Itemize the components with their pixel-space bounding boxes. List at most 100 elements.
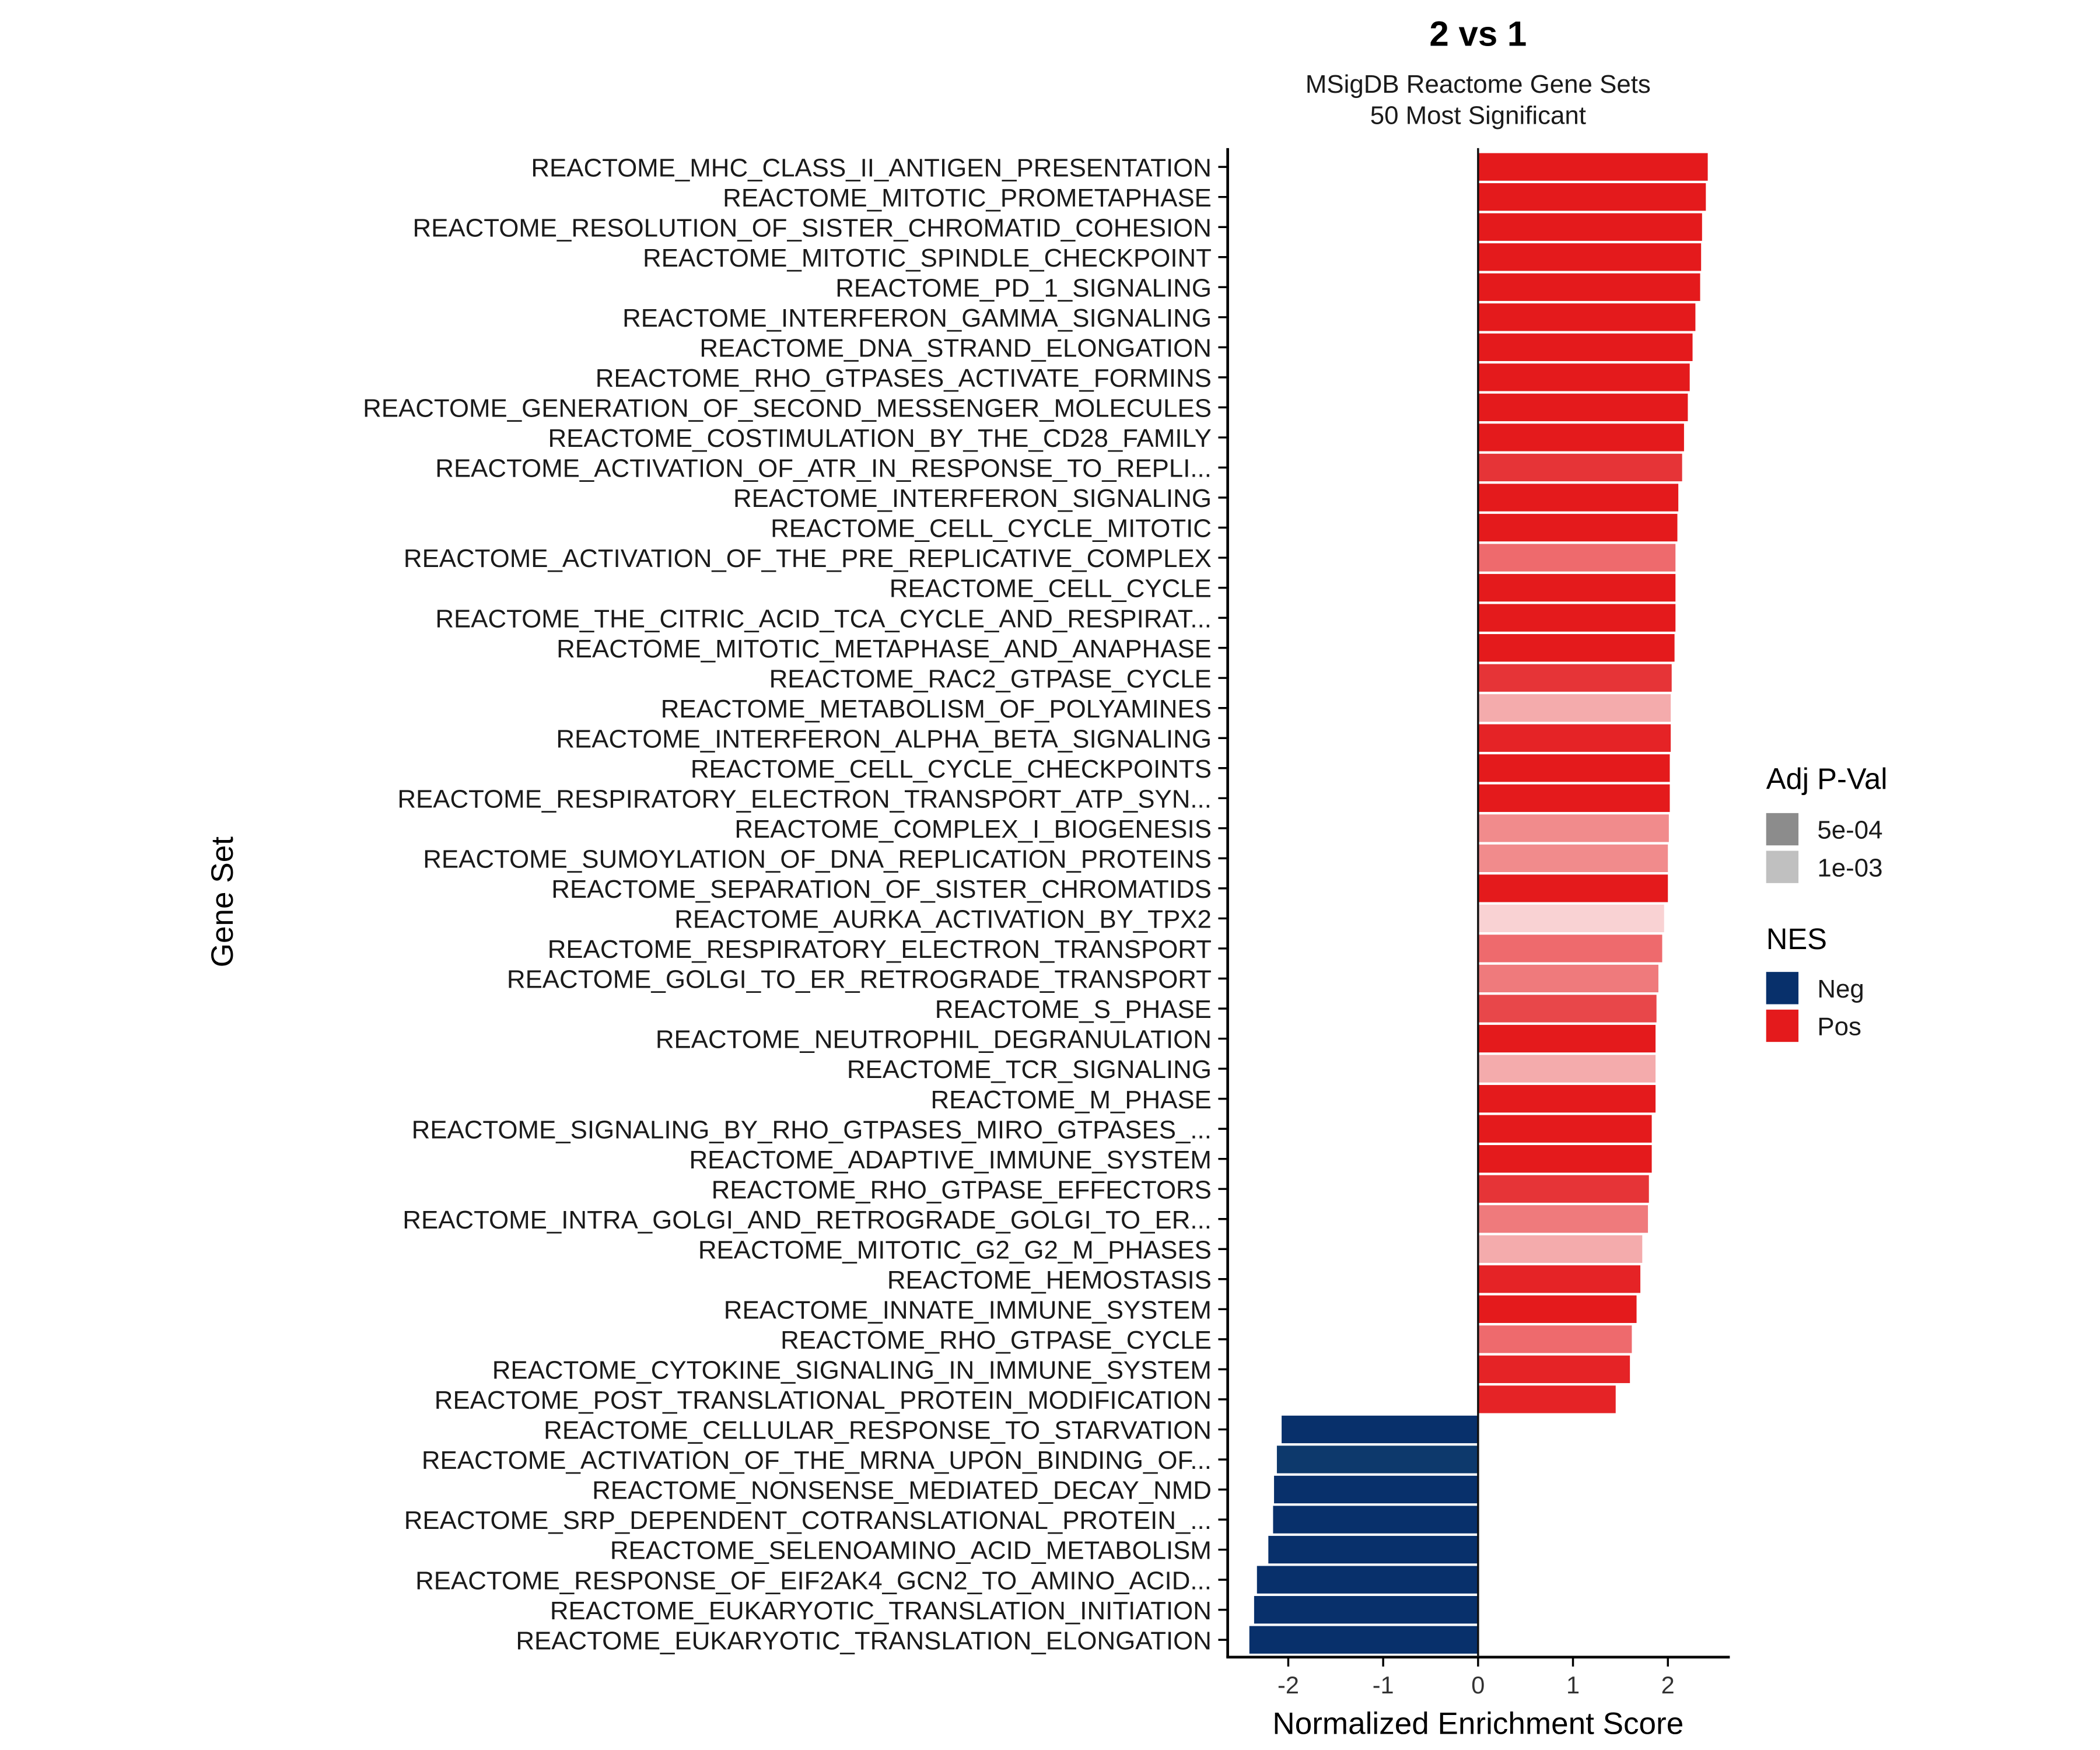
bar [1478,153,1708,181]
y-tick-label: REACTOME_AURKA_ACTIVATION_BY_TPX2 [674,905,1212,934]
y-tick-label: REACTOME_CELL_CYCLE_MITOTIC [771,514,1212,543]
y-tick-label: REACTOME_SEPARATION_OF_SISTER_CHROMATIDS [551,875,1212,904]
bar [1478,1235,1643,1263]
bar [1478,1024,1656,1053]
bar [1478,1325,1632,1353]
x-axis: -2 -1 0 1 2 [1278,1657,1675,1699]
y-axis-label: Gene Set [205,836,240,967]
bar [1276,1446,1478,1474]
bar [1274,1475,1478,1504]
y-tick-label: REACTOME_INTRA_GOLGI_AND_RETROGRADE_GOLG… [402,1206,1212,1234]
chart-subtitle-line-2: 50 Most Significant [1370,101,1586,130]
y-tick-label: REACTOME_RAC2_GTPASE_CYCLE [769,664,1212,693]
y-tick-label: REACTOME_GOLGI_TO_ER_RETROGRADE_TRANSPOR… [507,965,1212,994]
bar [1478,634,1675,662]
x-tick-label: -1 [1373,1671,1394,1699]
y-tick-label: REACTOME_SRP_DEPENDENT_COTRANSLATIONAL_P… [404,1506,1212,1535]
bar [1478,183,1706,211]
x-tick-label: 0 [1471,1671,1485,1699]
bar [1249,1626,1478,1654]
y-tick-label: REACTOME_CELL_CYCLE [890,575,1212,603]
bar [1478,844,1668,873]
y-tick-label: REACTOME_THE_CITRIC_ACID_TCA_CYCLE_AND_R… [435,604,1212,633]
x-tick-label: 2 [1661,1671,1675,1699]
y-tick-label: REACTOME_TCR_SIGNALING [847,1055,1212,1084]
y-tick-label: REACTOME_METABOLISM_OF_POLYAMINES [661,695,1212,723]
y-tick-label: REACTOME_MITOTIC_SPINDLE_CHECKPOINT [643,244,1212,272]
y-tick-label: REACTOME_MITOTIC_METAPHASE_AND_ANAPHASE [556,635,1212,663]
legend-key-5e-04 [1766,813,1799,846]
bar [1273,1506,1478,1534]
y-tick-label: REACTOME_INTERFERON_SIGNALING [733,484,1212,513]
bar [1478,424,1684,452]
legend-label-5e-04: 5e-04 [1817,816,1882,845]
bar [1478,904,1664,933]
legend-key-1e-03 [1766,850,1799,883]
bar [1478,784,1670,812]
bar [1478,393,1688,422]
legend-adj-pval: Adj P-Val 5e-04 1e-03 [1766,762,1887,883]
bar [1478,664,1672,692]
y-tick-label: REACTOME_RHO_GTPASE_EFFECTORS [712,1175,1212,1204]
bar [1478,1084,1656,1113]
y-tick-label: REACTOME_MITOTIC_PROMETAPHASE [723,184,1212,212]
bar [1478,1265,1641,1293]
y-tick-label: REACTOME_RESOLUTION_OF_SISTER_CHROMATID_… [412,214,1211,242]
bar [1478,754,1670,782]
legend-label-1e-03: 1e-03 [1817,853,1882,882]
y-tick-label: REACTOME_GENERATION_OF_SECOND_MESSENGER_… [363,394,1212,423]
y-tick-label: REACTOME_ACTIVATION_OF_ATR_IN_RESPONSE_T… [435,454,1212,483]
legend-key-pos [1766,1009,1799,1042]
y-tick-label: REACTOME_INNATE_IMMUNE_SYSTEM [724,1296,1212,1324]
legend-label-neg: Neg [1817,975,1864,1003]
bar [1478,814,1669,842]
legend-title-nes: NES [1766,922,1827,956]
bar [1478,604,1676,632]
y-tick-labels: REACTOME_MHC_CLASS_II_ANTIGEN_PRESENTATI… [363,153,1228,1655]
y-tick-label: REACTOME_COSTIMULATION_BY_THE_CD28_FAMIL… [548,424,1212,453]
bar [1282,1415,1478,1444]
bar [1268,1535,1478,1564]
y-tick-label: REACTOME_HEMOSTASIS [887,1266,1212,1294]
bar [1478,573,1676,602]
y-tick-label: REACTOME_RESPIRATORY_ELECTRON_TRANSPORT_… [397,785,1212,813]
y-tick-label: REACTOME_RHO_GTPASES_ACTIVATE_FORMINS [596,364,1212,393]
bar [1478,694,1671,722]
y-tick-label: REACTOME_CELLULAR_RESPONSE_TO_STARVATION [544,1416,1212,1445]
bar [1478,1175,1649,1203]
bar [1478,935,1662,963]
x-tick-label: 1 [1566,1671,1580,1699]
bar [1478,333,1693,361]
bar [1478,213,1702,241]
bar [1478,513,1678,542]
y-tick-label: REACTOME_COMPLEX_I_BIOGENESIS [734,815,1212,844]
bar [1478,273,1700,301]
y-tick-label: REACTOME_MHC_CLASS_II_ANTIGEN_PRESENTATI… [531,153,1212,182]
y-tick-label: REACTOME_M_PHASE [930,1086,1211,1114]
y-tick-label: REACTOME_POST_TRANSLATIONAL_PROTEIN_MODI… [435,1386,1212,1415]
y-tick-label: REACTOME_CYTOKINE_SIGNALING_IN_IMMUNE_SY… [492,1356,1212,1385]
bar [1478,1355,1630,1384]
y-tick-label: REACTOME_EUKARYOTIC_TRANSLATION_ELONGATI… [516,1626,1212,1655]
y-tick-label: REACTOME_SIGNALING_BY_RHO_GTPASES_MIRO_G… [412,1115,1212,1144]
y-tick-label: REACTOME_S_PHASE [935,995,1212,1024]
x-axis-label: Normalized Enrichment Score [1272,1706,1684,1741]
legend-nes: NES Neg Pos [1766,922,1864,1042]
bar [1478,874,1668,902]
bar [1478,1145,1652,1173]
bar [1478,544,1676,572]
bar [1478,1115,1652,1143]
legend-key-neg [1766,972,1799,1005]
x-tick-label: -2 [1278,1671,1299,1699]
y-tick-label: REACTOME_EUKARYOTIC_TRANSLATION_INITIATI… [550,1597,1212,1625]
bar [1478,1055,1656,1083]
y-tick-label: REACTOME_RESPONSE_OF_EIF2AK4_GCN2_TO_AMI… [415,1566,1212,1595]
bar [1478,724,1671,752]
y-tick-label: REACTOME_INTERFERON_ALPHA_BETA_SIGNALING [556,724,1212,753]
bar [1478,243,1702,271]
y-tick-label: REACTOME_NONSENSE_MEDIATED_DECAY_NMD [592,1476,1212,1505]
y-tick-label: REACTOME_RHO_GTPASE_CYCLE [780,1326,1212,1354]
y-tick-label: REACTOME_ACTIVATION_OF_THE_MRNA_UPON_BIN… [422,1446,1212,1475]
chart-title: 2 vs 1 [1429,14,1527,53]
